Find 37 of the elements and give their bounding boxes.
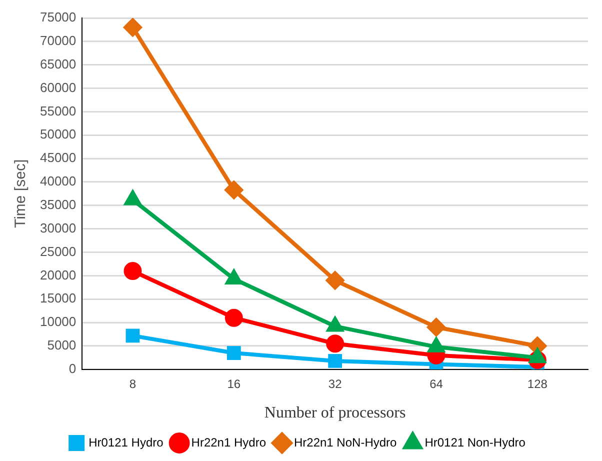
- y-tick-label: 10000: [40, 314, 76, 330]
- y-tick-label: 75000: [40, 10, 76, 25]
- point: [226, 346, 241, 360]
- x-tick-label: 128: [527, 376, 548, 391]
- y-tick-label: 0: [68, 360, 76, 376]
- x-axis-title: Number of processors: [264, 404, 406, 422]
- x-tick-label: 16: [227, 376, 241, 391]
- point: [328, 354, 342, 368]
- x-tick-label: 8: [129, 376, 136, 391]
- y-tick-label: 15000: [40, 290, 76, 306]
- point: [224, 180, 243, 199]
- legend-label: Hr22n1 NoN-Hydro: [294, 435, 398, 450]
- y-tick-label: 60000: [40, 80, 76, 95]
- y-tick-label: 40000: [40, 174, 76, 189]
- point: [326, 271, 344, 290]
- point: [124, 262, 142, 280]
- point: [427, 318, 446, 336]
- legend-label: Hr0121 Non-Hydro: [424, 435, 526, 450]
- y-tick-label: 5000: [47, 338, 76, 353]
- y-tick-label: 30000: [40, 220, 76, 236]
- point: [124, 18, 142, 36]
- y-tick-label: 20000: [40, 267, 76, 282]
- y-tick-label: 50000: [40, 126, 76, 142]
- y-tick-label: 65000: [40, 56, 76, 72]
- legend-label: Hr0121 Hydro: [88, 435, 164, 450]
- y-axis-title: Time [sec]: [12, 159, 30, 228]
- y-tick-label: 70000: [40, 33, 76, 48]
- point: [326, 334, 344, 353]
- legend-label: Hr22n1 Hydro: [191, 435, 266, 450]
- x-tick-label: 64: [430, 376, 444, 391]
- point: [126, 328, 140, 343]
- y-tick-label: 25000: [40, 244, 76, 259]
- point: [224, 308, 243, 327]
- y-tick-label: 55000: [40, 103, 76, 118]
- y-tick-label: 35000: [40, 196, 76, 212]
- y-tick-label: 45000: [40, 150, 76, 166]
- x-tick-label: 32: [328, 376, 342, 391]
